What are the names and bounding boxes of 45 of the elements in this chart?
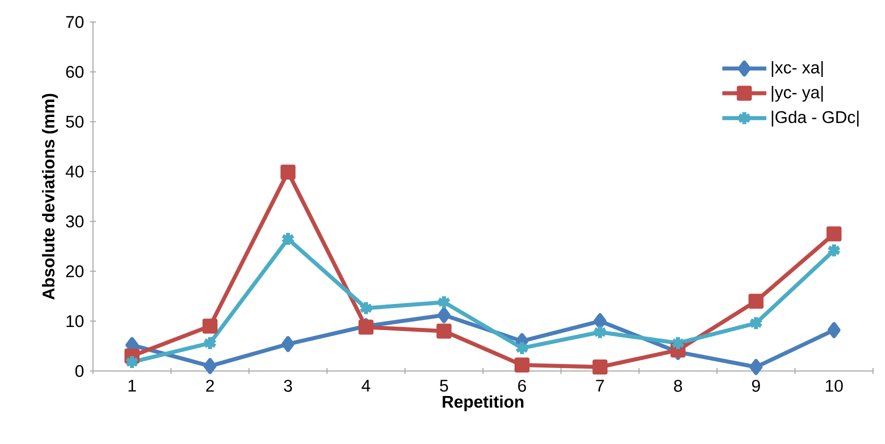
y-tick-label: 50 (66, 116, 84, 128)
y-axis-title: Absolute deviations (mm) (42, 94, 58, 300)
point (826, 242, 842, 258)
point (280, 164, 296, 180)
point (202, 335, 218, 352)
point (358, 300, 374, 316)
point (750, 359, 763, 376)
legend-label: |Gda - GDc| (772, 110, 859, 127)
point (592, 360, 608, 375)
x-tick-label: 1 (128, 380, 136, 392)
x-tick-label: 6 (518, 380, 526, 392)
point (438, 307, 451, 324)
point (202, 318, 218, 334)
x-tick-label: 9 (752, 380, 760, 392)
point (828, 322, 841, 338)
legend-label: |xc- xa| (772, 61, 823, 77)
point (514, 358, 530, 373)
y-tick-label: 70 (66, 16, 84, 28)
x-tick-label: 8 (674, 380, 682, 392)
point (670, 335, 686, 352)
point (204, 358, 217, 374)
y-tick-label: 20 (66, 265, 84, 278)
point (436, 324, 452, 339)
legend-label: |yc- ya| (772, 86, 823, 102)
y-tick-label: 0 (75, 365, 84, 377)
y-tick-label: 60 (66, 66, 84, 78)
point (826, 226, 842, 242)
point (282, 336, 295, 352)
point (748, 315, 764, 332)
y-tick-label: 10 (66, 315, 84, 328)
point (436, 294, 452, 310)
x-tick-label: 10 (826, 380, 843, 392)
y-tick-label: 30 (66, 215, 84, 228)
x-tick-label: 3 (284, 380, 292, 392)
point (280, 230, 296, 247)
point (748, 294, 764, 309)
x-axis-title: Repetition (442, 395, 524, 412)
x-tick-label: 7 (596, 380, 604, 392)
point (592, 324, 608, 340)
x-tick-label: 5 (440, 380, 448, 392)
x-tick-label: 2 (206, 380, 214, 392)
x-tick-label: 4 (362, 380, 370, 392)
point (594, 313, 607, 330)
point (514, 340, 530, 356)
y-tick-label: 40 (66, 166, 84, 178)
